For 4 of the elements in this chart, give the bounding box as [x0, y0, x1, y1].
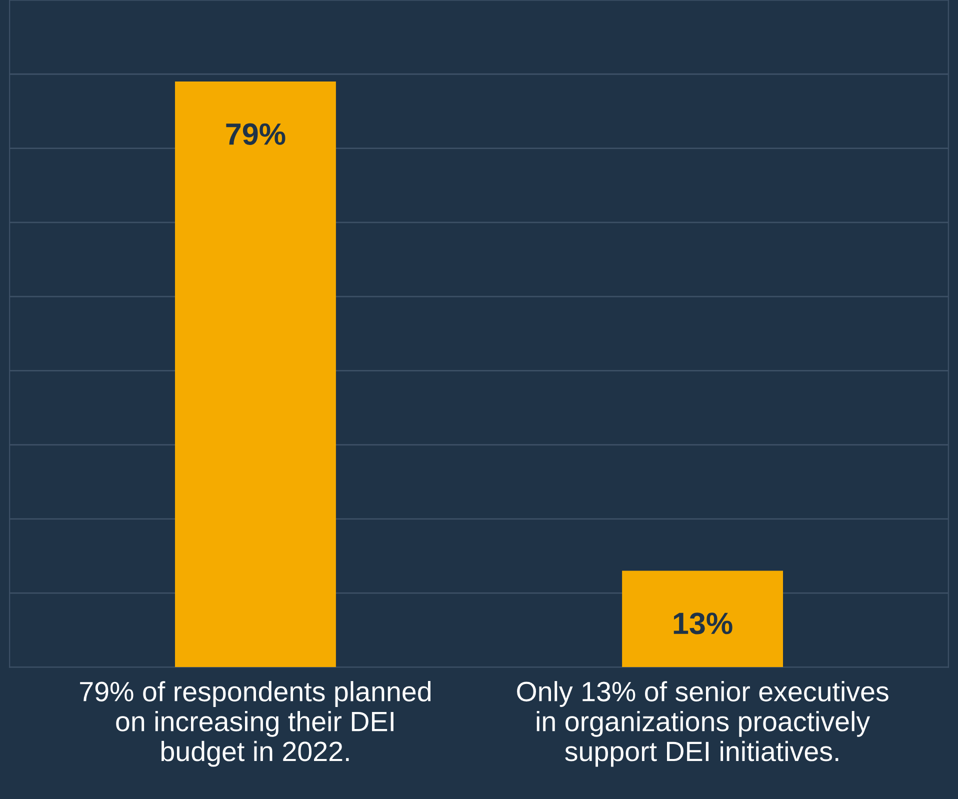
data-label: 79% [226, 123, 286, 145]
x-tick-label: Only 13% of senior executives in organizations proactively support DEI initiatives. [517, 681, 888, 767]
data-label: 13% [674, 612, 732, 634]
x-tick-label: 79% of respondents planned on increasing their DEI budget in 2022. [80, 681, 431, 767]
